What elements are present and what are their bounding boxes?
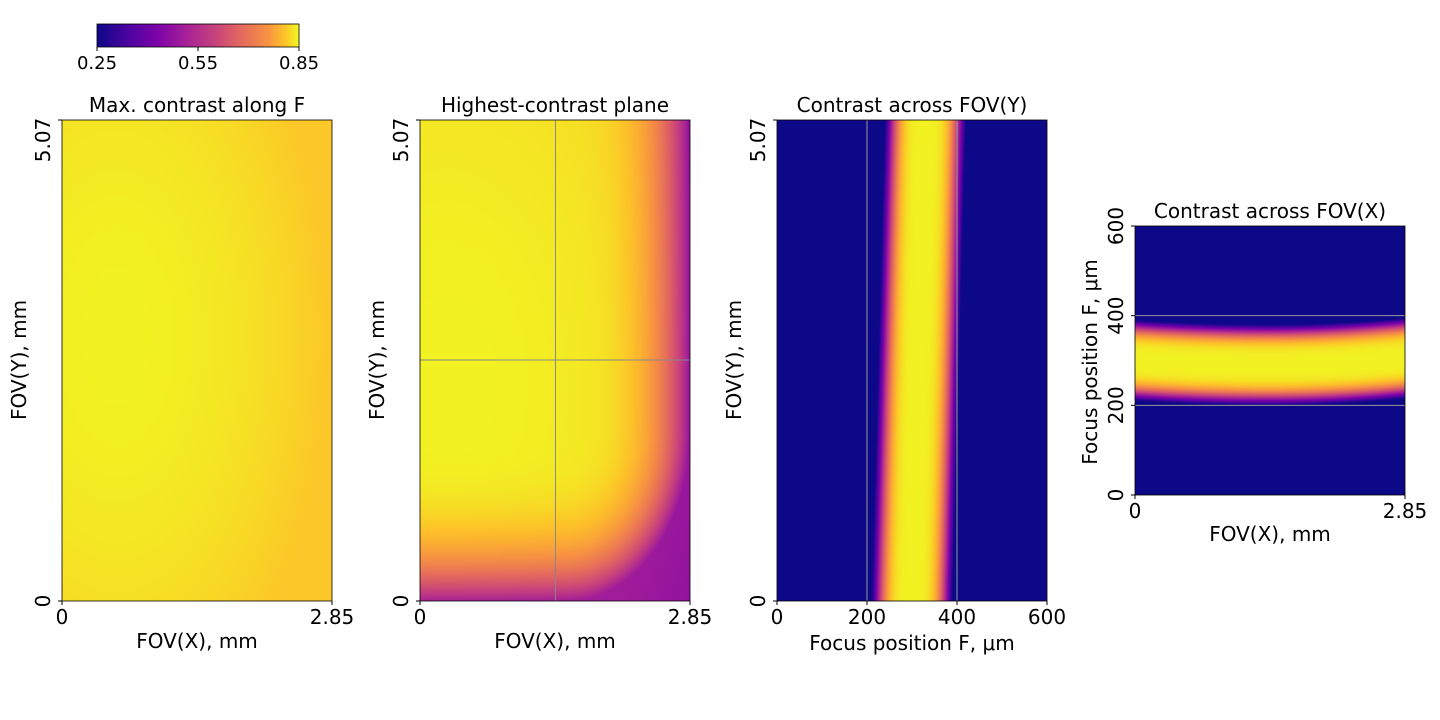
plot-frame [61, 119, 333, 602]
y-tick-label: 5.07 [31, 118, 55, 163]
heatmap-image [1135, 226, 1405, 495]
x-tick-label: 2.85 [1383, 499, 1428, 523]
y-tick-label: 400 [1104, 297, 1128, 335]
x-ticks: 0 200 400 600 [771, 601, 1066, 629]
heatmap-image [777, 120, 1047, 601]
panel-max-contrast: Max. contrast along F 0 2.85 0 5.07 FOV(… [7, 93, 354, 653]
x-axis-label: Focus position F, μm [809, 631, 1014, 655]
y-tick-label: 0 [746, 595, 770, 608]
x-tick-label: 0 [414, 605, 427, 629]
plot-frame [1134, 225, 1406, 496]
y-tick-label: 600 [1104, 207, 1128, 245]
x-tick-label: 200 [848, 605, 886, 629]
colorbar-tick-label: 0.25 [77, 53, 117, 74]
colorbar: 0.25 0.55 0.85 [77, 23, 319, 74]
y-tick-label: 5.07 [389, 118, 413, 163]
y-axis-label: FOV(Y), mm [7, 300, 31, 420]
x-tick-label: 0 [1129, 499, 1142, 523]
y-ticks: 0 200 400 600 [1104, 207, 1135, 501]
x-axis-label: FOV(X), mm [1209, 522, 1331, 546]
x-tick-label: 400 [938, 605, 976, 629]
y-axis-label: FOV(Y), mm [365, 300, 389, 420]
plot-frame [419, 119, 691, 602]
x-tick-label: 2.85 [668, 605, 713, 629]
panel-title: Contrast across FOV(Y) [797, 93, 1028, 117]
colorbar-tick-label: 0.85 [279, 53, 319, 74]
y-tick-label: 0 [1104, 489, 1128, 502]
colorbar-tick-label: 0.55 [178, 53, 218, 74]
x-tick-label: 600 [1028, 605, 1066, 629]
x-axis-label: FOV(X), mm [494, 629, 616, 653]
x-tick-label: 0 [771, 605, 784, 629]
panel-contrast-across-fov-x: Contrast across FOV(X) 0 2.85 0 200 400 600… [1078, 199, 1427, 546]
panel-title: Contrast across FOV(X) [1154, 199, 1386, 223]
plot-frame [776, 119, 1048, 602]
y-tick-label: 200 [1104, 386, 1128, 424]
heatmap-image [62, 120, 332, 601]
y-tick-label: 5.07 [746, 118, 770, 163]
x-tick-label: 0 [56, 605, 69, 629]
panel-title: Max. contrast along F [89, 93, 305, 117]
panel-title: Highest-contrast plane [441, 93, 669, 117]
y-tick-label: 0 [389, 595, 413, 608]
x-axis-label: FOV(X), mm [136, 629, 258, 653]
y-axis-label: FOV(Y), mm [722, 300, 746, 420]
y-axis-label: Focus position F, μm [1078, 259, 1102, 464]
y-tick-label: 0 [31, 595, 55, 608]
panel-contrast-across-fov-y: Contrast across FOV(Y) 0 200 400 600 0 5.07… [722, 93, 1066, 655]
x-tick-label: 2.85 [310, 605, 355, 629]
colorbar-gradient [96, 23, 300, 48]
panel-highest-contrast-plane: Highest-contrast plane 0 2.85 0 5.07 FOV… [365, 93, 712, 653]
